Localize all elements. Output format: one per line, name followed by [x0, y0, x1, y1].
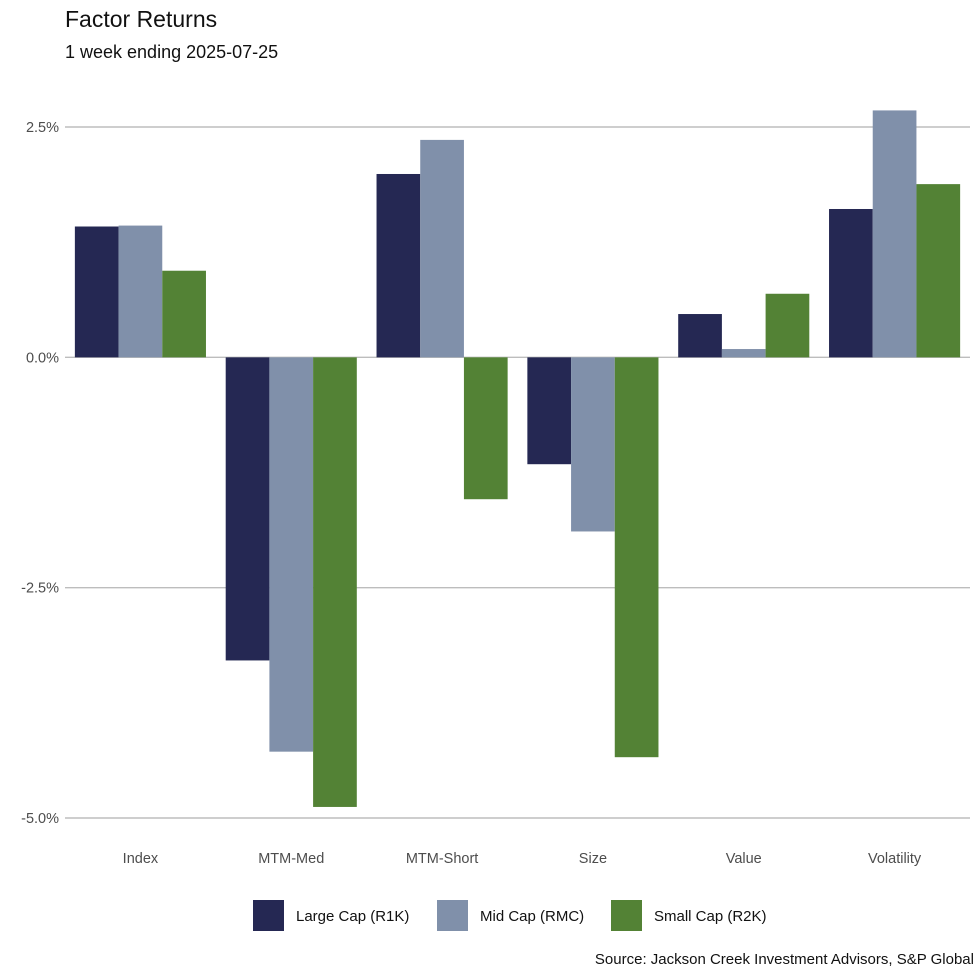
bar-large-cap-r1k-volatility — [829, 208, 873, 358]
bar-small-cap-r2k-mtm-med — [313, 357, 357, 807]
bars — [74, 110, 961, 807]
legend-label: Large Cap (R1K) — [296, 908, 409, 925]
bar-mid-cap-rmc-size — [571, 357, 615, 532]
x-axis-tick-labels: Index MTM-Med MTM-Short Size Value Volatility — [123, 851, 922, 867]
legend-label: Mid Cap (RMC) — [480, 908, 584, 925]
x-tick-label: MTM-Med — [258, 851, 324, 867]
x-tick-label: Volatility — [868, 851, 922, 867]
y-tick-label: -2.5% — [21, 581, 59, 597]
y-tick-label: -5.0% — [21, 811, 59, 827]
y-tick-label: 2.5% — [26, 120, 59, 136]
bar-large-cap-r1k-size — [527, 357, 572, 465]
x-tick-label: Index — [123, 851, 159, 867]
legend-label: Small Cap (R2K) — [654, 908, 767, 925]
legend-swatch — [437, 900, 468, 931]
legend: Large Cap (R1K) Mid Cap (RMC) Small Cap (R… — [253, 900, 767, 931]
bar-large-cap-r1k-value — [678, 314, 722, 358]
bar-small-cap-r2k-value — [765, 293, 810, 358]
bar-small-cap-r2k-size — [614, 357, 659, 758]
x-tick-label: Size — [579, 851, 607, 867]
bar-small-cap-r2k-mtm-short — [463, 357, 508, 500]
chart-source-caption: Source: Jackson Creek Investment Advisor… — [594, 951, 974, 968]
x-tick-label: Value — [726, 851, 762, 867]
bar-large-cap-r1k-index — [74, 226, 119, 358]
bar-mid-cap-rmc-volatility — [872, 110, 917, 358]
x-tick-label: MTM-Short — [406, 851, 479, 867]
bar-mid-cap-rmc-index — [118, 225, 163, 358]
chart-subtitle: 1 week ending 2025-07-25 — [65, 42, 279, 62]
bar-mid-cap-rmc-mtm-med — [269, 357, 314, 752]
bar-large-cap-r1k-mtm-short — [376, 173, 421, 358]
bar-mid-cap-rmc-value — [721, 349, 766, 358]
bar-mid-cap-rmc-mtm-short — [420, 139, 464, 358]
grid-lines — [65, 126, 970, 819]
bar-small-cap-r2k-volatility — [916, 184, 961, 358]
bar-small-cap-r2k-index — [162, 270, 206, 358]
legend-swatch — [611, 900, 642, 931]
y-tick-label: 0.0% — [26, 350, 59, 366]
bar-large-cap-r1k-mtm-med — [225, 357, 270, 661]
chart-title: Factor Returns — [65, 6, 218, 32]
y-axis-tick-labels: 2.5% 0.0% -2.5% -5.0% — [21, 120, 59, 827]
legend-swatch — [253, 900, 284, 931]
